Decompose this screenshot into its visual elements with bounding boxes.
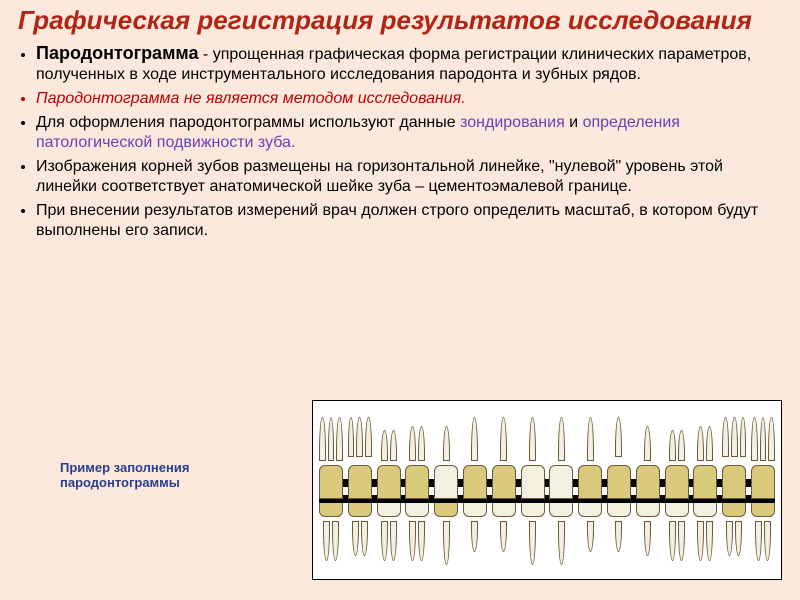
bullet-2-text: Пародонтограмма не является методом иссл… [36, 90, 466, 107]
lower-teeth [319, 495, 775, 575]
lower-arch [319, 495, 775, 575]
bullet-2: Пародонтограмма не является методом иссл… [36, 89, 782, 109]
bullet-list: Пародонтограмма - упрощенная графическая… [36, 42, 782, 241]
bullet-3-pre: Для оформления пародонтограммы использую… [36, 114, 460, 131]
tooth [434, 495, 458, 565]
tooth [751, 495, 775, 565]
tooth [607, 495, 631, 565]
tooth [636, 495, 660, 565]
diagram-caption: Пример заполнения пародонтограммы [60, 460, 260, 490]
tooth [463, 495, 487, 565]
bullet-3-mid: и [565, 114, 583, 131]
tooth [549, 495, 573, 565]
page-title: Графическая регистрация результатов иссл… [18, 6, 782, 36]
tooth [492, 495, 516, 565]
bullet-4-text: Изображения корней зубов размещены на го… [36, 158, 723, 195]
tooth [405, 495, 429, 565]
slide: Графическая регистрация результатов иссл… [0, 0, 800, 600]
tooth [319, 495, 343, 565]
tooth [348, 495, 372, 565]
tooth [665, 495, 689, 565]
bullet-3: Для оформления пародонтограммы использую… [36, 113, 782, 153]
tooth [377, 495, 401, 565]
tooth [722, 495, 746, 565]
link-probing: зондирования [460, 114, 565, 131]
tooth [693, 495, 717, 565]
bullet-5: При внесении результатов измерений врач … [36, 201, 782, 241]
bullet-5-text: При внесении результатов измерений врач … [36, 202, 758, 239]
parodontogram-diagram [312, 400, 782, 580]
bullet-1: Пародонтограмма - упрощенная графическая… [36, 42, 782, 85]
tooth [521, 495, 545, 565]
tooth [578, 495, 602, 565]
term: Пародонтограмма [36, 43, 198, 63]
bullet-4: Изображения корней зубов размещены на го… [36, 157, 782, 197]
